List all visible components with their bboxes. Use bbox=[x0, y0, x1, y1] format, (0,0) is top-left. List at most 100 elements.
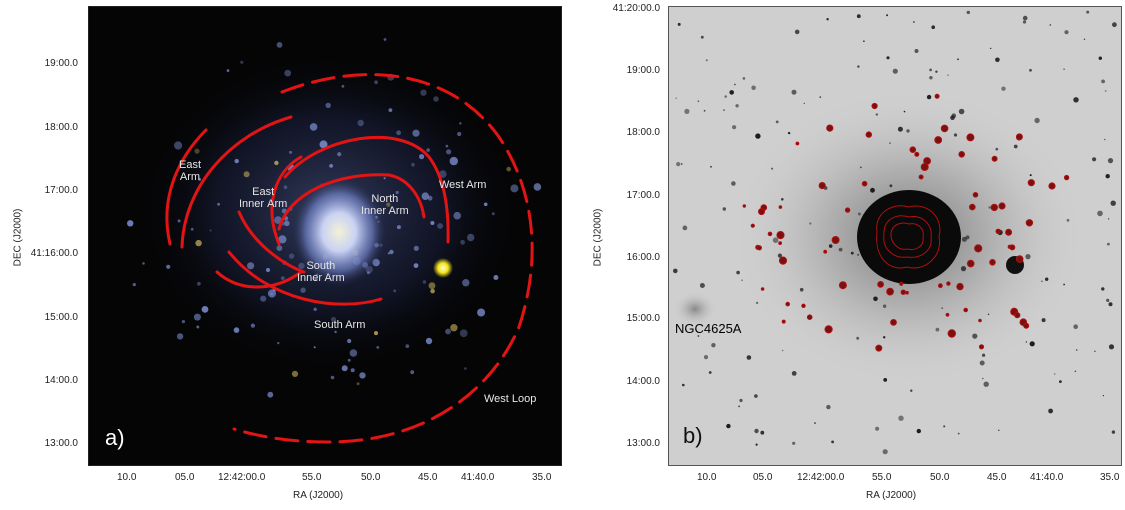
clump bbox=[347, 358, 351, 362]
field-star bbox=[775, 120, 779, 124]
hii-knot bbox=[756, 245, 763, 251]
b-ra-tick: 10.0 bbox=[697, 472, 717, 483]
clump bbox=[201, 306, 209, 313]
field-star bbox=[754, 428, 759, 434]
clump bbox=[356, 382, 360, 386]
clump bbox=[413, 263, 419, 268]
b-x-axis-title: RA (J2000) bbox=[866, 490, 917, 501]
clump bbox=[467, 233, 475, 242]
field-star bbox=[990, 47, 992, 50]
clump bbox=[459, 122, 462, 125]
field-star bbox=[722, 207, 726, 211]
field-star bbox=[882, 449, 888, 455]
field-star bbox=[982, 377, 984, 380]
clump bbox=[430, 221, 435, 225]
field-star bbox=[682, 383, 685, 387]
clump bbox=[411, 162, 415, 167]
clump bbox=[329, 164, 333, 168]
clump bbox=[260, 295, 267, 302]
field-star bbox=[1073, 324, 1078, 330]
hii-knot bbox=[778, 205, 783, 209]
field-star bbox=[935, 70, 938, 73]
field-star bbox=[982, 353, 986, 357]
clump bbox=[330, 375, 335, 380]
field-star bbox=[1111, 430, 1116, 434]
clump bbox=[276, 245, 283, 252]
field-star bbox=[731, 181, 736, 186]
field-star bbox=[957, 432, 960, 435]
hii-knot bbox=[969, 203, 976, 211]
clump bbox=[349, 349, 358, 357]
field-star bbox=[1073, 97, 1079, 103]
hii-region-contours bbox=[742, 93, 1070, 352]
field-star bbox=[697, 335, 700, 337]
clump bbox=[277, 341, 280, 345]
clump bbox=[533, 183, 542, 191]
clump bbox=[388, 108, 393, 112]
field-star bbox=[755, 133, 761, 139]
field-star bbox=[889, 142, 891, 144]
clump bbox=[280, 276, 285, 280]
field-star bbox=[705, 59, 708, 62]
clump bbox=[425, 337, 433, 345]
hii-knot bbox=[947, 329, 956, 338]
field-star bbox=[760, 430, 765, 435]
hii-knot bbox=[1014, 312, 1021, 319]
clump bbox=[359, 372, 366, 379]
hii-knot bbox=[831, 236, 840, 244]
clump bbox=[460, 239, 465, 245]
hii-knot bbox=[806, 314, 813, 321]
field-star bbox=[1108, 302, 1113, 307]
clump bbox=[426, 148, 430, 152]
field-star bbox=[703, 355, 709, 360]
field-star bbox=[1034, 117, 1040, 124]
clump bbox=[240, 60, 244, 64]
field-star bbox=[913, 21, 915, 23]
a-ra-tick: 41:40.0 bbox=[461, 472, 495, 483]
hii-knot bbox=[940, 124, 949, 133]
field-star bbox=[883, 336, 886, 339]
field-star bbox=[916, 428, 921, 434]
field-star bbox=[1022, 20, 1027, 24]
clump bbox=[334, 330, 337, 334]
field-star bbox=[711, 343, 716, 348]
clump bbox=[374, 331, 378, 336]
clump bbox=[422, 280, 427, 284]
field-star bbox=[735, 104, 739, 108]
hii-knot bbox=[890, 319, 897, 326]
field-star bbox=[870, 187, 875, 193]
field-star bbox=[1106, 298, 1110, 302]
field-star bbox=[1112, 22, 1117, 28]
field-star bbox=[724, 95, 727, 98]
hii-knot bbox=[974, 244, 983, 253]
field-star bbox=[1098, 56, 1102, 60]
a-ra-tick: 55.0 bbox=[302, 472, 322, 483]
clump bbox=[288, 253, 295, 259]
field-star bbox=[772, 237, 779, 243]
clump bbox=[190, 227, 194, 231]
hii-knot bbox=[995, 228, 1001, 235]
field-star bbox=[926, 94, 932, 100]
clump bbox=[226, 69, 230, 72]
field-star bbox=[903, 110, 906, 113]
field-star bbox=[1107, 242, 1110, 246]
field-star bbox=[983, 381, 989, 387]
hii-knot bbox=[989, 259, 996, 266]
hii-knot bbox=[958, 151, 966, 158]
field-star bbox=[781, 198, 784, 201]
clump bbox=[217, 202, 221, 206]
hii-knot bbox=[1025, 219, 1034, 227]
field-star bbox=[941, 307, 943, 309]
field-star bbox=[873, 296, 878, 302]
label-north-inner-arm: North Inner Arm bbox=[361, 193, 409, 217]
clump bbox=[325, 102, 331, 109]
field-star bbox=[755, 301, 759, 305]
clump bbox=[383, 177, 386, 180]
field-star bbox=[1107, 158, 1114, 164]
hii-knot bbox=[905, 290, 909, 295]
field-star bbox=[838, 247, 843, 252]
south-inner-arm-trace-b bbox=[237, 210, 306, 274]
field-star bbox=[684, 108, 690, 114]
clump bbox=[181, 320, 185, 324]
galaxy-color-image bbox=[127, 38, 542, 444]
